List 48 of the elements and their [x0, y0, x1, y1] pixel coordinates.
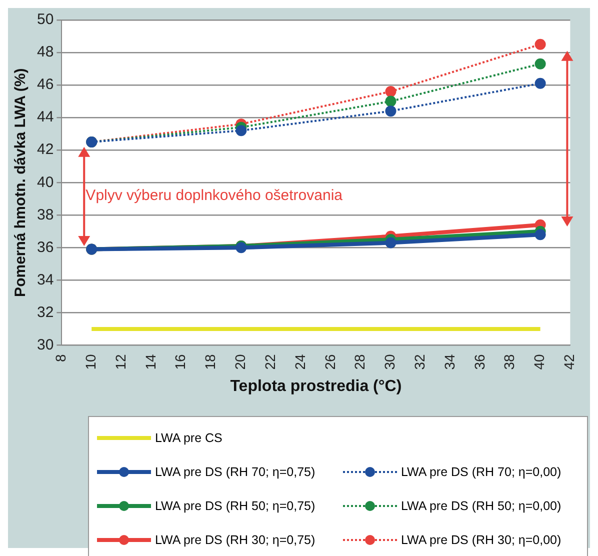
x-tick-label: 10 [82, 354, 98, 370]
legend-label: LWA pre DS (RH 70; η=0,75) [155, 465, 316, 479]
y-tick-label: 50 [36, 11, 54, 28]
legend-label: LWA pre CS [155, 431, 222, 445]
y-tick-label: 42 [36, 141, 54, 158]
x-tick-label: 40 [531, 354, 548, 370]
x-tick-label: 16 [172, 354, 188, 370]
point [385, 86, 396, 98]
x-tick-label: 30 [382, 354, 398, 370]
y-tick-label: 46 [36, 76, 54, 94]
y-tick-label: 36 [36, 238, 54, 256]
x-tick-label: 24 [292, 354, 308, 370]
y-tick-label: 34 [36, 271, 54, 288]
x-axis-title: Teplota prostredia (°C) [230, 378, 402, 395]
point [236, 125, 247, 136]
point [534, 78, 546, 89]
y-axis-title: Pomerná hmotn. dávka LWA (%) [12, 68, 30, 297]
legend-label: LWA pre DS (RH 70; η=0,00) [401, 465, 562, 479]
legend-label: LWA pre DS (RH 30; η=0,75) [155, 533, 316, 547]
legend-label: LWA pre DS (RH 30; η=0,00) [401, 533, 562, 547]
x-tick-label: 22 [262, 354, 278, 370]
legend-label: LWA pre DS (RH 50; η=0,75) [155, 499, 316, 513]
y-tick-label: 38 [36, 206, 54, 224]
y-tick-label: 40 [36, 174, 54, 191]
y-tick-label: 32 [36, 304, 54, 321]
point [385, 237, 396, 248]
annotation: Vplyv výberu doplnkového ošetrovania [86, 186, 344, 204]
point [385, 106, 396, 117]
x-tick-label: 12 [112, 354, 128, 370]
x-tick-label: 14 [142, 354, 158, 370]
x-tick-label: 18 [202, 354, 218, 370]
point [534, 58, 546, 70]
x-tick-label: 32 [411, 354, 428, 370]
y-tick-label: 30 [36, 336, 54, 354]
x-tick-label: 8 [52, 354, 69, 362]
x-tick-label: 20 [232, 354, 248, 370]
y-tick-label: 48 [36, 44, 54, 61]
point [534, 229, 546, 240]
y-tick-label: 44 [36, 108, 54, 126]
x-tick-label: 26 [322, 354, 338, 370]
x-tick-label: 28 [352, 354, 368, 370]
legend-label: LWA pre DS (RH 50; η=0,00) [401, 499, 562, 513]
point [534, 38, 546, 50]
point [385, 96, 396, 107]
x-tick-label: 36 [471, 354, 488, 370]
x-tick-label: 42 [561, 354, 578, 370]
x-tick-label: 34 [441, 354, 458, 370]
x-tick-label: 38 [501, 354, 518, 370]
